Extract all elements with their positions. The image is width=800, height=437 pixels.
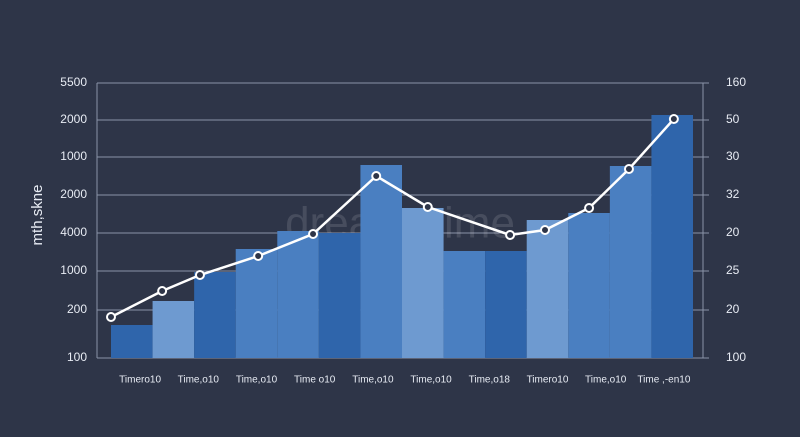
x-tick-label: Time,o10 xyxy=(410,375,452,386)
bar xyxy=(152,301,195,358)
line-marker xyxy=(157,286,168,296)
y2-tick-label: 20 xyxy=(726,225,740,239)
y-tick-label: 4000 xyxy=(60,225,87,239)
bar xyxy=(360,165,402,358)
y-tick-label: 1000 xyxy=(60,263,87,277)
x-tick-label: Timero10 xyxy=(119,375,161,386)
bar xyxy=(609,166,652,358)
bar xyxy=(485,251,527,358)
x-tick-label: Time ,-en10 xyxy=(637,375,690,386)
line-marker xyxy=(308,229,319,239)
bar xyxy=(443,251,486,358)
line-marker xyxy=(584,203,595,213)
bar xyxy=(194,272,236,358)
bar xyxy=(402,208,444,358)
x-tick-label: Time,o10 xyxy=(236,375,278,386)
y-tick-label: 2000 xyxy=(60,187,87,201)
line-marker xyxy=(253,251,264,261)
x-tick-label: Time o10 xyxy=(294,375,336,386)
y-axis-label: mth,skne xyxy=(29,185,46,246)
y-tick-label: 5500 xyxy=(60,75,87,89)
bar xyxy=(111,325,153,358)
y2-tick-label: 30 xyxy=(726,149,740,163)
line-marker xyxy=(505,230,516,240)
line-marker xyxy=(106,312,116,322)
line-marker xyxy=(668,114,679,124)
line-marker xyxy=(623,164,634,174)
bar xyxy=(318,233,361,358)
x-tick-label: Time,o10 xyxy=(178,375,220,386)
y-tick-label: 1000 xyxy=(60,149,87,163)
y2-tick-label: 32 xyxy=(726,187,740,201)
y2-tick-label: 50 xyxy=(726,112,740,126)
line-marker xyxy=(540,225,551,235)
y-tick-label: 100 xyxy=(67,350,87,364)
y2-tick-label: 25 xyxy=(726,263,740,277)
bar xyxy=(235,249,278,358)
y-tick-label: 2000 xyxy=(60,112,87,126)
y-tick-label: 200 xyxy=(67,302,87,316)
y2-tick-label: 160 xyxy=(726,75,746,89)
bar xyxy=(651,115,693,358)
y2-tick-label: 20 xyxy=(726,302,740,316)
line-marker xyxy=(371,171,382,181)
bar xyxy=(568,213,610,358)
x-tick-label: Time,o18 xyxy=(469,375,511,386)
x-tick-label: Time,o10 xyxy=(585,375,627,386)
bar xyxy=(526,220,569,358)
bar xyxy=(277,231,319,358)
line-marker xyxy=(194,270,205,280)
x-tick-label: Timero10 xyxy=(527,375,569,386)
x-tick-label: Time,o10 xyxy=(352,375,394,386)
y2-tick-label: 100 xyxy=(726,350,746,364)
line xyxy=(110,118,675,319)
line-marker xyxy=(422,202,433,212)
